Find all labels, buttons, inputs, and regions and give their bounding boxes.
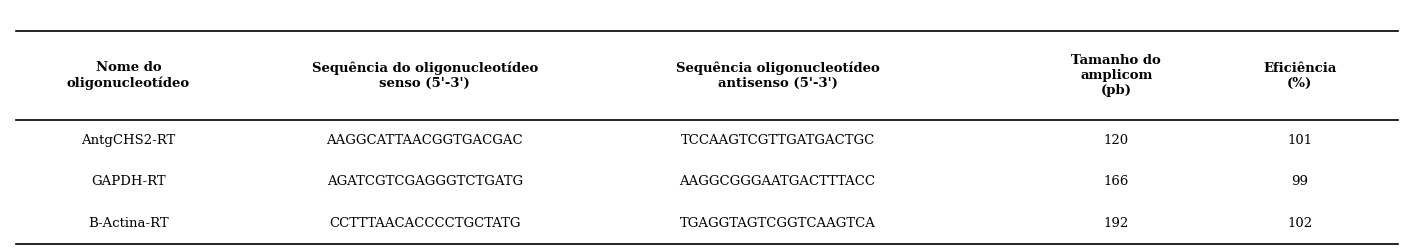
Text: Eficiência
(%): Eficiência (%)	[1263, 62, 1336, 90]
Text: TCCAAGTCGTTGATGACTGC: TCCAAGTCGTTGATGACTGC	[680, 134, 875, 147]
Text: Sequência oligonucleotídeo
antisenso (5'-3'): Sequência oligonucleotídeo antisenso (5'…	[676, 61, 880, 90]
Text: CCTTTAACACCCCTGCTATG: CCTTTAACACCCCTGCTATG	[329, 216, 520, 230]
Text: Nome do
oligonucleotídeo: Nome do oligonucleotídeo	[66, 61, 189, 90]
Text: AAGGCATTAACGGTGACGAC: AAGGCATTAACGGTGACGAC	[327, 134, 523, 147]
Text: 101: 101	[1287, 134, 1312, 147]
Text: 102: 102	[1287, 216, 1312, 230]
Text: AntgCHS2-RT: AntgCHS2-RT	[81, 134, 175, 147]
Text: AGATCGTCGAGGGTCTGATG: AGATCGTCGAGGGTCTGATG	[327, 175, 523, 188]
Text: TGAGGTAGTCGGTCAAGTCA: TGAGGTAGTCGGTCAAGTCA	[680, 216, 875, 230]
Text: Tamanho do
amplicom
(pb): Tamanho do amplicom (pb)	[1072, 54, 1161, 97]
Text: B-Actina-RT: B-Actina-RT	[88, 216, 168, 230]
Text: GAPDH-RT: GAPDH-RT	[90, 175, 165, 188]
Text: 120: 120	[1104, 134, 1128, 147]
Text: AAGGCGGGAATGACTTTACC: AAGGCGGGAATGACTTTACC	[680, 175, 875, 188]
Text: 99: 99	[1291, 175, 1308, 188]
Text: 166: 166	[1103, 175, 1128, 188]
Text: 192: 192	[1104, 216, 1128, 230]
Text: Sequência do oligonucleotídeo
senso (5'-3'): Sequência do oligonucleotídeo senso (5'-…	[311, 61, 537, 90]
